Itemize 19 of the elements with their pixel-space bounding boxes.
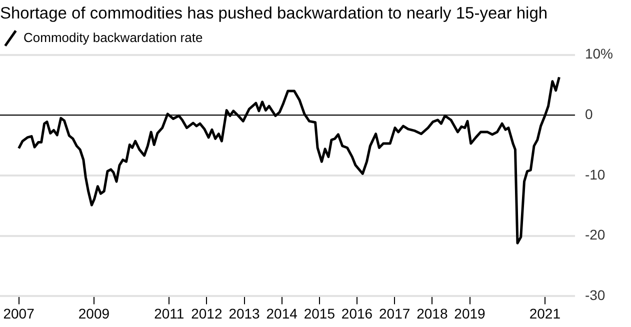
x-tick-label: 2012 xyxy=(191,305,222,322)
y-tick-label: -20 xyxy=(584,226,606,243)
x-tick-label: 2014 xyxy=(266,305,298,322)
x-tick-label: 2015 xyxy=(304,305,336,322)
x-tick-label: 2011 xyxy=(154,305,184,322)
y-tick-label: 10% xyxy=(584,46,614,62)
x-tick-label: 2016 xyxy=(341,305,373,322)
x-tick-label: 2021 xyxy=(529,305,561,322)
x-tick-label: 2018 xyxy=(416,305,448,322)
x-tick-label: 2013 xyxy=(228,305,260,322)
x-tick-label: 2019 xyxy=(454,305,486,322)
y-tick-label: 0 xyxy=(584,106,593,122)
y-tick-label: -30 xyxy=(584,287,606,304)
legend-label: Commodity backwardation rate xyxy=(24,30,203,45)
x-tick-label: 2017 xyxy=(379,305,410,322)
y-tick-label: -10 xyxy=(584,166,606,182)
chart-title: Shortage of commodities has pushed backwardation to nearly 15-year high xyxy=(0,4,548,22)
x-tick-label: 2007 xyxy=(3,305,35,322)
x-tick-label: 2009 xyxy=(78,305,110,322)
